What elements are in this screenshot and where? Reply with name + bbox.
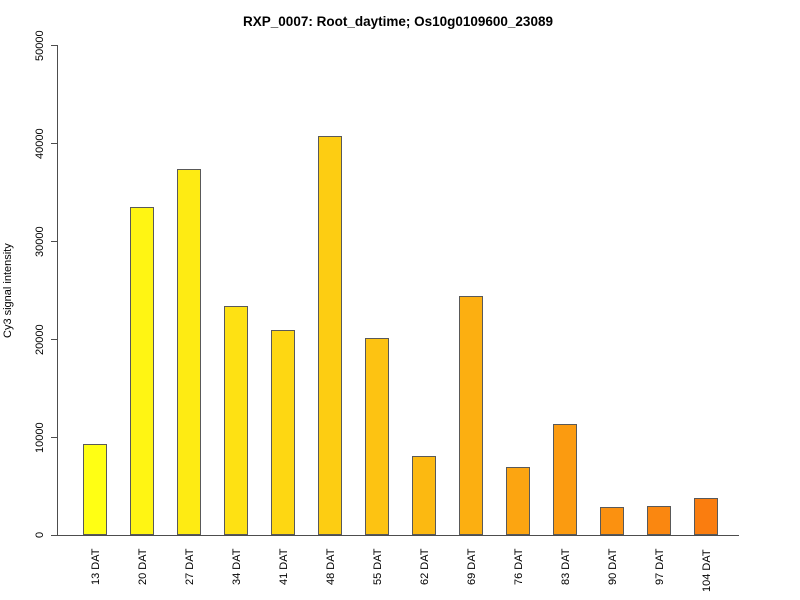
bar-55-dat [365, 338, 389, 535]
y-axis-title: Cy3 signal intensity [2, 242, 14, 338]
x-axis-tick-label: 27 DAT [183, 548, 196, 585]
y-axis-tick-label: 30000 [34, 225, 46, 257]
x-axis-tick-label: 76 DAT [512, 548, 525, 585]
y-axis-tick [51, 535, 57, 536]
y-axis-tick-label: 0 [34, 531, 46, 538]
bar-104-dat [694, 498, 718, 535]
y-axis-line [57, 45, 58, 536]
x-axis-tick-label: 83 DAT [559, 548, 572, 585]
x-axis-tick-label: 48 DAT [324, 548, 337, 585]
bar-13-dat [83, 444, 107, 535]
y-axis-tick-label: 10000 [34, 421, 46, 453]
x-axis-tick-label: 97 DAT [653, 548, 666, 585]
x-axis-tick-label: 90 DAT [606, 548, 619, 585]
y-axis-tick [51, 339, 57, 340]
bar-97-dat [647, 506, 671, 535]
y-axis-tick-label: 20000 [34, 323, 46, 355]
bar-83-dat [553, 424, 577, 535]
y-axis-tick [51, 437, 57, 438]
bar-76-dat [506, 467, 530, 535]
bar-41-dat [271, 330, 295, 535]
x-axis-tick-label: 69 DAT [465, 548, 478, 585]
y-axis-tick-label: 50000 [34, 29, 46, 61]
y-axis-tick-label: 40000 [34, 127, 46, 159]
y-axis-tick [51, 143, 57, 144]
bar-62-dat [412, 456, 436, 535]
bar-27-dat [177, 169, 201, 535]
bar-34-dat [224, 306, 248, 535]
x-axis-tick-label: 20 DAT [136, 548, 149, 585]
bar-20-dat [130, 207, 154, 535]
x-axis-line [57, 535, 739, 536]
x-axis-tick-label: 13 DAT [89, 548, 102, 585]
x-axis-tick-label: 62 DAT [418, 548, 431, 585]
x-axis-tick-label: 104 DAT [700, 549, 713, 592]
x-axis-tick-label: 55 DAT [371, 548, 384, 585]
bar-69-dat [459, 296, 483, 535]
x-axis-tick-label: 34 DAT [230, 548, 243, 585]
x-axis-tick-label: 41 DAT [277, 548, 290, 585]
bar-48-dat [318, 136, 342, 535]
y-axis-tick [51, 241, 57, 242]
chart-title: RXP_0007: Root_daytime; Os10g0109600_230… [243, 14, 553, 29]
bar-90-dat [600, 507, 624, 535]
y-axis-tick [51, 45, 57, 46]
